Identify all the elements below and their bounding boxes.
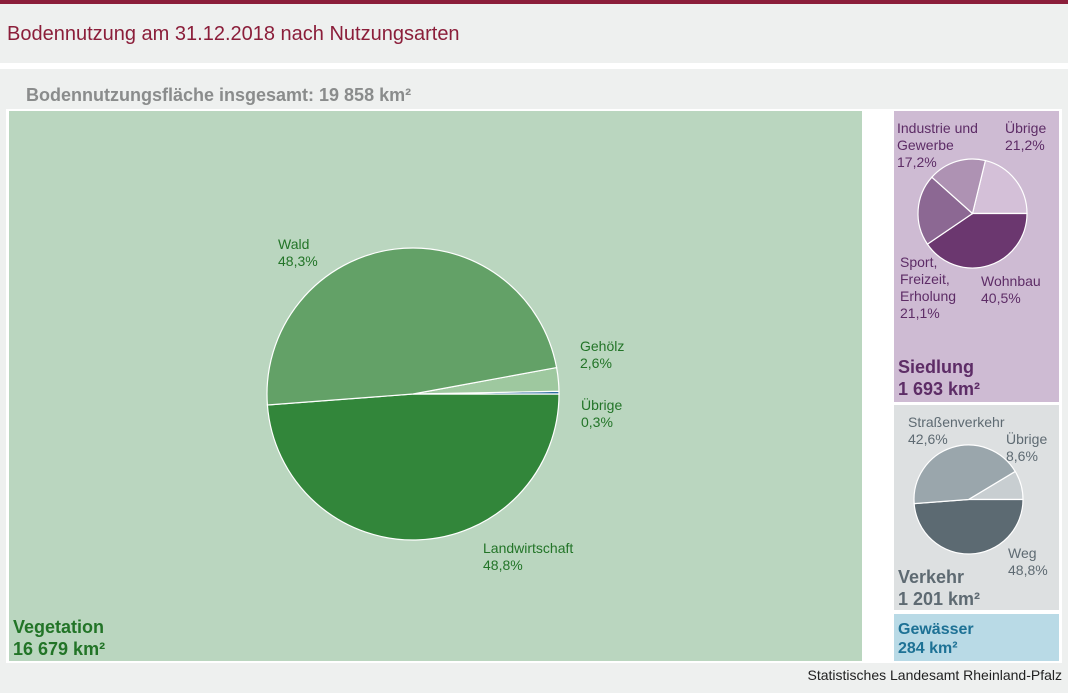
label-wohnbau: Wohnbau 40,5% <box>981 273 1041 306</box>
pie-slice-sport-freizeit-erholung <box>917 176 974 245</box>
label-siedlung-uebrige: Übrige 21,2% <box>1005 120 1047 153</box>
gewaesser-total: Gewässer 284 km² <box>898 621 974 657</box>
pie-vegetation <box>266 247 560 541</box>
pie-verkehr <box>913 444 1024 555</box>
chart-subtitle: Bodennutzungsfläche insgesamt: 19 858 km… <box>26 85 412 105</box>
label-strassenverkehr: Straßenverkehr 42,6% <box>908 414 1005 447</box>
tile-gewaesser <box>894 614 1059 661</box>
pie-slice-industrie-und-gewerbe <box>931 158 987 215</box>
pie-slice-landwirtschaft <box>266 393 560 541</box>
pie-slice-wohnbau <box>926 212 1028 269</box>
source-credit: Statistisches Landesamt Rheinland-Pfalz <box>807 667 1062 683</box>
header-separator <box>0 63 1068 69</box>
label-vegetation-uebrige: Übrige 0,3% <box>581 397 623 430</box>
verkehr-total: Verkehr 1 201 km² <box>898 567 981 609</box>
pie-siedlung <box>917 158 1028 269</box>
label-landwirtschaft: Landwirtschaft 48,8% <box>483 540 574 573</box>
label-weg: Weg 48,8% <box>1008 545 1048 578</box>
label-verkehr-uebrige: Übrige 8,6% <box>1006 431 1048 464</box>
label-industrie-gewerbe: Industrie und Gewerbe 17,2% <box>897 120 978 170</box>
label-wald: Wald 48,3% <box>278 236 318 269</box>
pie-slice-uebrige <box>971 159 1028 215</box>
pie-slice-strassenverkehr <box>913 444 1017 505</box>
page-title: Bodennutzung am 31.12.2018 nach Nutzungs… <box>7 23 460 45</box>
vegetation-total: Vegetation 16 679 km² <box>13 617 106 659</box>
label-gehoelz: Gehölz 2,6% <box>580 338 625 371</box>
top-accent-line <box>0 0 1068 4</box>
siedlung-total: Siedlung 1 693 km² <box>898 357 981 399</box>
label-sport-freizeit: Sport, Freizeit, Erholung 21,1% <box>900 254 957 321</box>
pie-slice-wald <box>266 247 558 406</box>
pie-slice-weg <box>913 498 1024 555</box>
